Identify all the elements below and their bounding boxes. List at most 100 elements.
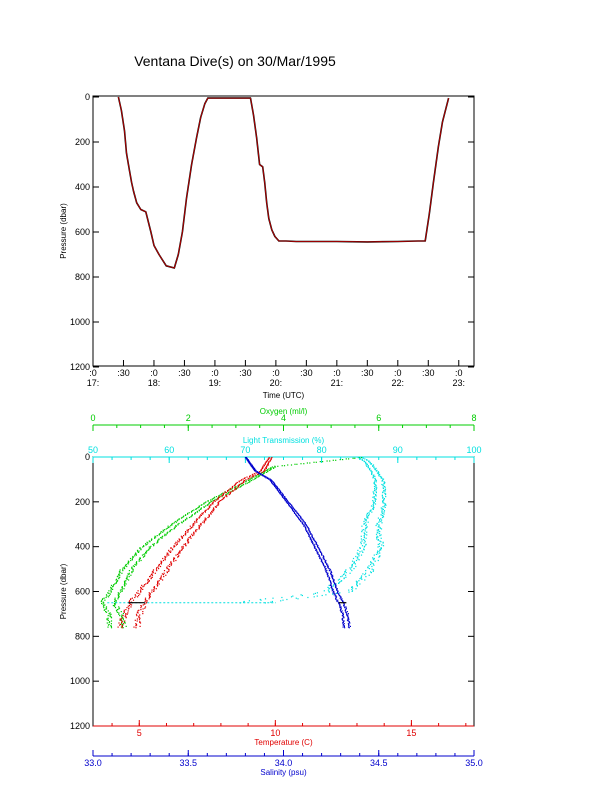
salinity-point bbox=[333, 592, 335, 594]
temperature-point bbox=[163, 572, 165, 574]
temperature-point bbox=[143, 585, 145, 587]
temperature-point bbox=[120, 619, 122, 621]
oxygen-point bbox=[207, 500, 209, 502]
temperature-point bbox=[138, 609, 140, 611]
salinity-point bbox=[328, 576, 330, 578]
oxygen-point bbox=[110, 584, 113, 586]
salinity-point bbox=[337, 599, 339, 601]
temperature-point bbox=[198, 517, 200, 519]
transmission-point bbox=[375, 492, 377, 494]
transmission-point bbox=[353, 561, 355, 564]
salinity-point bbox=[332, 578, 334, 580]
temperature-point bbox=[160, 562, 162, 564]
oxygen-point bbox=[224, 492, 226, 494]
salinity-point bbox=[264, 476, 266, 478]
oxygen-point bbox=[252, 479, 254, 481]
salinity-point bbox=[251, 467, 254, 469]
salinity-point bbox=[332, 574, 334, 576]
transmission-point bbox=[358, 580, 360, 582]
salinity-point bbox=[303, 525, 305, 527]
temperature-point bbox=[240, 483, 242, 485]
salinity-point bbox=[304, 523, 307, 525]
salinity-point bbox=[276, 489, 278, 491]
oxygen-point bbox=[258, 475, 260, 477]
salinity-point bbox=[256, 471, 259, 473]
transmission-point bbox=[369, 510, 371, 512]
salinity-point bbox=[336, 588, 338, 590]
oxygen-point bbox=[146, 543, 148, 545]
salinity-point bbox=[274, 483, 276, 486]
transmission-point bbox=[379, 555, 381, 557]
oxygen-point bbox=[212, 498, 214, 500]
temperature-point bbox=[216, 499, 218, 501]
transmission-point bbox=[372, 569, 375, 571]
salinity-point bbox=[343, 603, 345, 605]
temperature-point bbox=[153, 586, 155, 588]
oxygen-point bbox=[113, 584, 115, 586]
oxygen-point bbox=[265, 471, 267, 473]
oxygen-point bbox=[165, 534, 167, 536]
temperature-point bbox=[146, 601, 148, 603]
salinity-point bbox=[314, 547, 316, 549]
salinity-point bbox=[301, 522, 304, 525]
transmission-tick-label: 90 bbox=[393, 445, 403, 455]
temperature-point bbox=[149, 576, 151, 578]
temperature-point bbox=[246, 476, 248, 478]
oxygen-point bbox=[109, 612, 111, 614]
oxygen-point bbox=[182, 516, 184, 518]
transmission-point bbox=[361, 459, 363, 461]
transmission-point bbox=[339, 592, 341, 594]
temperature-point bbox=[137, 590, 139, 592]
salinity-point bbox=[336, 600, 338, 603]
temperature-point bbox=[178, 555, 180, 557]
oxygen-point bbox=[180, 517, 183, 519]
transmission-point bbox=[259, 598, 261, 601]
oxygen-point bbox=[115, 601, 117, 603]
transmission-point bbox=[370, 572, 372, 574]
transmission-point bbox=[364, 528, 367, 530]
temperature-point bbox=[231, 485, 234, 488]
transmission-point bbox=[352, 587, 354, 589]
temperature-point bbox=[173, 545, 175, 547]
salinity-point bbox=[329, 580, 332, 582]
oxygen-point bbox=[165, 528, 167, 530]
temperature-point bbox=[196, 520, 198, 522]
temperature-point bbox=[151, 576, 153, 578]
salinity-point bbox=[330, 583, 332, 585]
oxygen-point bbox=[118, 574, 120, 576]
temperature-point bbox=[193, 533, 195, 535]
oxygen-point bbox=[117, 580, 119, 582]
salinity-point bbox=[343, 620, 345, 622]
x-tick-label-hour: 22: bbox=[392, 378, 405, 388]
temperature-point bbox=[195, 531, 197, 533]
x-tick-label: :0 bbox=[211, 368, 219, 378]
oxygen-point bbox=[135, 554, 137, 556]
temperature-point bbox=[267, 459, 269, 461]
oxygen-point bbox=[182, 520, 184, 523]
oxygen-point bbox=[184, 514, 187, 516]
salinity-point bbox=[307, 531, 309, 533]
temperature-point bbox=[144, 598, 146, 601]
oxygen-point bbox=[283, 465, 286, 467]
oxygen-point bbox=[136, 561, 138, 563]
oxygen-point bbox=[149, 547, 151, 549]
temperature-point bbox=[166, 572, 168, 574]
oxygen-point bbox=[126, 576, 128, 578]
transmission-point bbox=[355, 559, 358, 562]
salinity-point bbox=[280, 492, 282, 494]
salinity-point bbox=[329, 578, 331, 580]
temperature-point bbox=[175, 559, 177, 562]
temperature-point bbox=[128, 600, 130, 603]
salinity-point bbox=[331, 576, 333, 578]
temperature-point bbox=[202, 513, 204, 515]
oxygen-point bbox=[108, 623, 110, 625]
temperature-point bbox=[122, 615, 124, 617]
oxygen-point bbox=[260, 472, 262, 474]
oxygen-point bbox=[271, 466, 273, 468]
salinity-point bbox=[286, 500, 288, 502]
transmission-point bbox=[378, 530, 380, 532]
temperature-point bbox=[183, 543, 185, 545]
temperature-point bbox=[196, 529, 198, 531]
oxygen-point bbox=[105, 607, 107, 609]
temperature-point bbox=[201, 512, 203, 514]
